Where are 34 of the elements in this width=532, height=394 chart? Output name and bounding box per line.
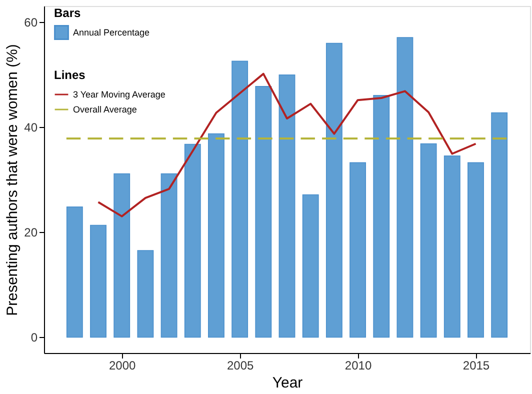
x-axis-title: Year — [272, 374, 303, 392]
bar — [208, 133, 224, 338]
bar — [491, 112, 508, 338]
x-tick-label: 2005 — [226, 358, 254, 372]
legend-label: Overall Average — [73, 104, 137, 114]
bar — [114, 173, 130, 338]
bar — [326, 42, 342, 338]
bar — [468, 162, 484, 338]
text: Bars — [54, 6, 81, 20]
bar — [278, 74, 296, 338]
y-tick-label: 20 — [24, 226, 38, 240]
bar — [232, 60, 248, 338]
legend-label: Annual Percentage — [73, 28, 150, 38]
bar — [160, 173, 178, 338]
bar — [350, 162, 366, 338]
bar — [184, 144, 201, 338]
y-tick-label: 0 — [30, 330, 38, 345]
y-axis-title: Presenting authors that were women (%) — [4, 44, 22, 316]
bar — [90, 224, 106, 338]
y-tick-label: 60 — [24, 15, 38, 30]
bar — [302, 194, 319, 338]
bar — [137, 250, 154, 338]
bar — [66, 206, 83, 338]
text: Lines — [54, 68, 86, 82]
x-tick-label: 2010 — [344, 358, 372, 372]
bar — [420, 143, 437, 338]
bar — [373, 94, 390, 338]
bar — [396, 37, 414, 338]
y-tick-label: 40 — [24, 120, 38, 134]
bar — [255, 86, 272, 338]
legend-label: 3 Year Moving Average — [73, 90, 166, 100]
x-tick-label: 2015 — [462, 358, 490, 372]
bar — [444, 155, 460, 338]
x-tick-label: 2000 — [109, 358, 136, 372]
